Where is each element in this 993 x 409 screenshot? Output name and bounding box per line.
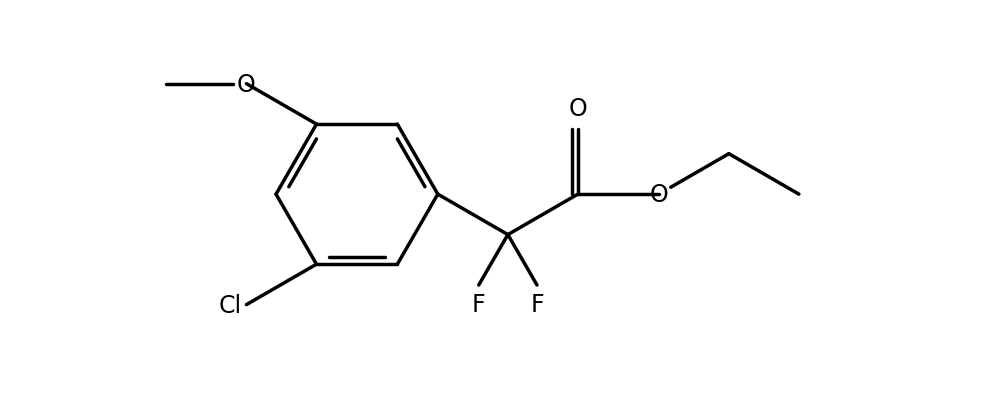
Text: Cl: Cl: [218, 293, 241, 317]
Text: F: F: [530, 292, 544, 316]
Text: F: F: [472, 292, 486, 316]
Text: O: O: [649, 183, 668, 207]
Text: O: O: [569, 97, 587, 120]
Text: O: O: [237, 72, 256, 97]
